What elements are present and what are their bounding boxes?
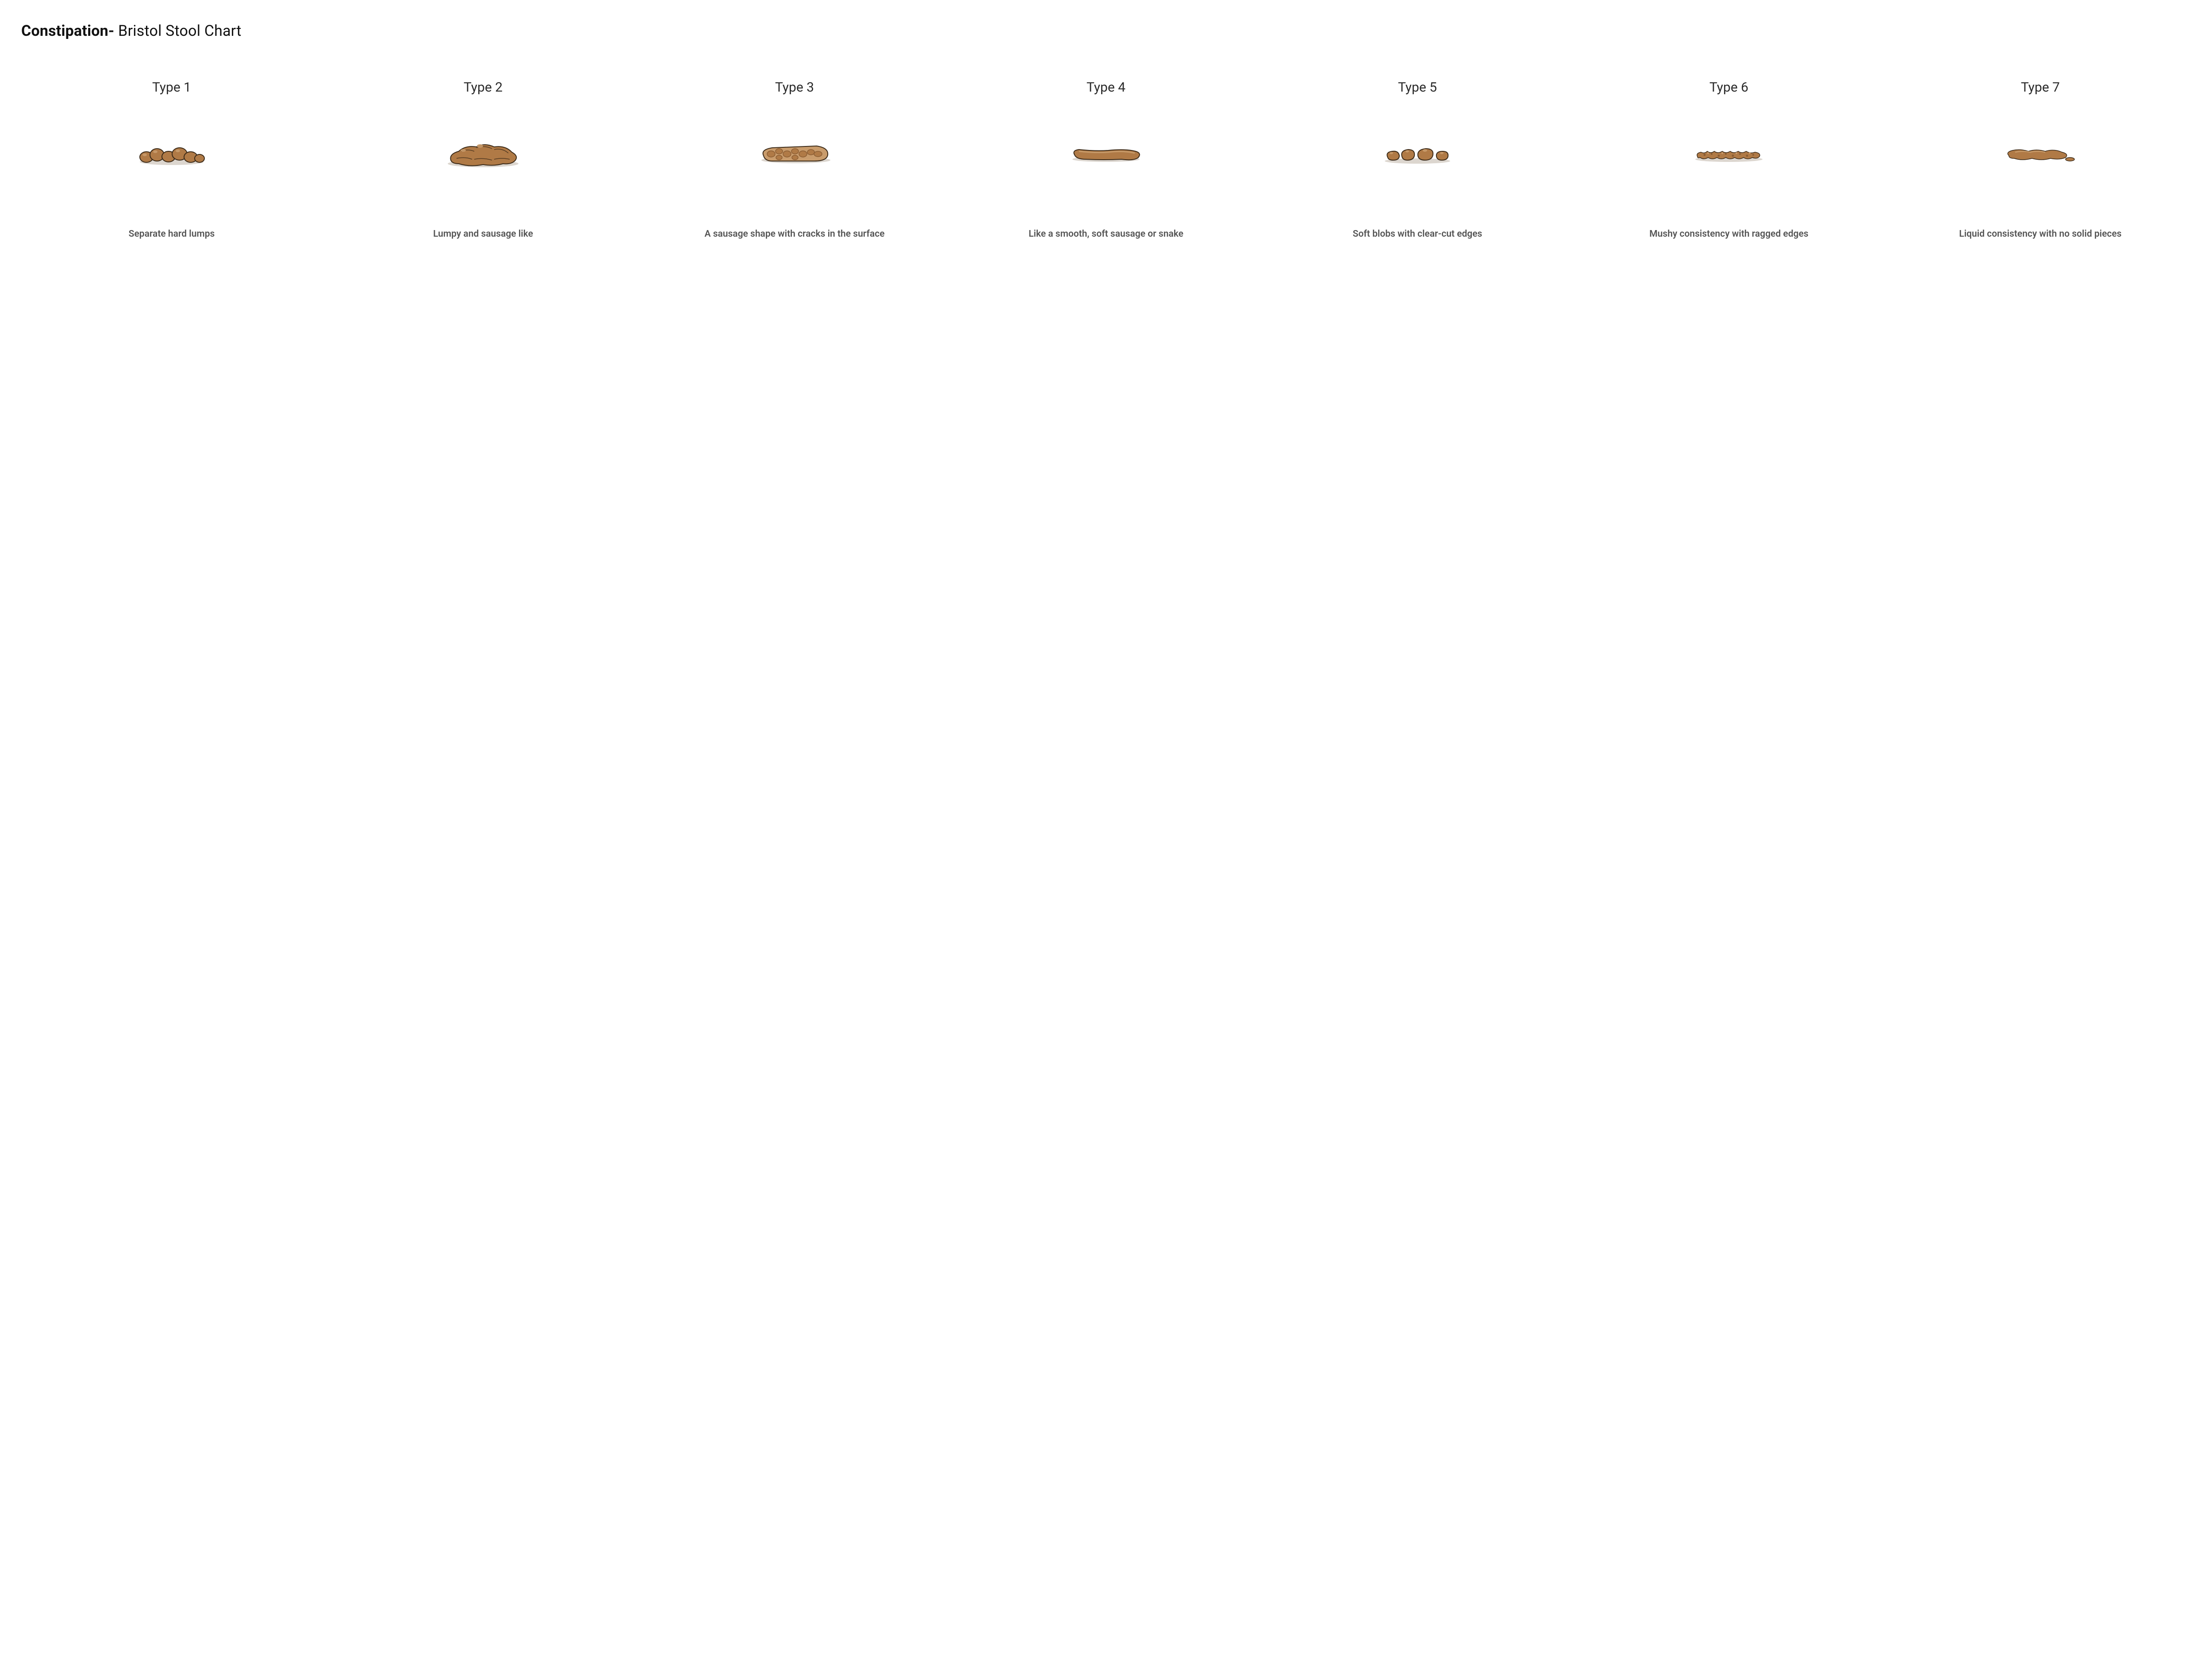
- page: Constipation- Bristol Stool Chart Type 1: [0, 0, 2212, 276]
- page-title: Constipation- Bristol Stool Chart: [21, 22, 2191, 40]
- type-description: A sausage shape with cracks in the surfa…: [644, 228, 945, 240]
- chart-column: Type 2: [333, 80, 634, 240]
- chart-column: Type 6: [1578, 80, 1879, 240]
- chart-column: Type 4 Like a smooth, soft sausage or sn…: [956, 80, 1256, 240]
- type-description: Mushy consistency with ragged edges: [1578, 228, 1879, 240]
- type-label: Type 5: [1267, 80, 1568, 95]
- title-thin: Bristol Stool Chart: [115, 22, 242, 40]
- stool-type1-icon: [21, 126, 322, 179]
- chart-column: Type 5: [1267, 80, 1568, 240]
- stool-type2-icon: [333, 126, 634, 179]
- type-label: Type 2: [333, 80, 634, 95]
- stool-type5-icon: [1267, 126, 1568, 179]
- type-label: Type 6: [1578, 80, 1879, 95]
- title-bold: Constipation-: [21, 22, 115, 40]
- chart-grid: Type 1: [21, 80, 2191, 240]
- stool-type6-icon: [1578, 126, 1879, 179]
- type-description: Liquid consistency with no solid pieces: [1890, 228, 2191, 240]
- type-description: Soft blobs with clear-cut edges: [1267, 228, 1568, 240]
- type-label: Type 3: [644, 80, 945, 95]
- type-description: Separate hard lumps: [21, 228, 322, 240]
- type-label: Type 4: [956, 80, 1256, 95]
- chart-column: Type 1: [21, 80, 322, 240]
- type-description: Like a smooth, soft sausage or snake: [956, 228, 1256, 240]
- chart-column: Type 3: [644, 80, 945, 240]
- type-label: Type 1: [21, 80, 322, 95]
- stool-type3-icon: [644, 126, 945, 179]
- stool-type4-icon: [956, 126, 1256, 179]
- type-description: Lumpy and sausage like: [333, 228, 634, 240]
- type-label: Type 7: [1890, 80, 2191, 95]
- chart-column: Type 7 Liquid consistency with no solid …: [1890, 80, 2191, 240]
- stool-type7-icon: [1890, 126, 2191, 179]
